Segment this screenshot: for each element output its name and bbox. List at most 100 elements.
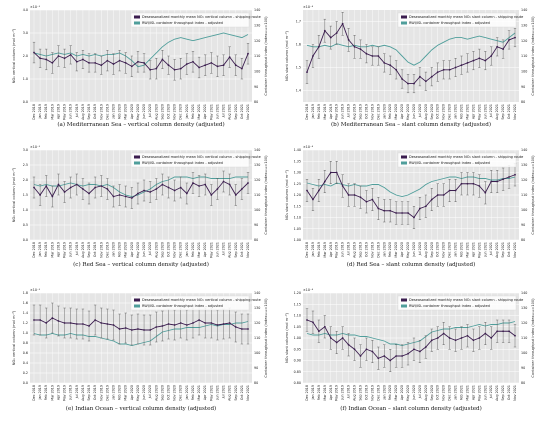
x-tick-label: Mar 2020	[394, 385, 398, 401]
x-tick-label: Jun 2021	[215, 385, 219, 401]
no2-data-point	[419, 75, 421, 78]
y-tick-label: 1.0	[23, 77, 28, 81]
y-tick-label: 1.2	[23, 321, 28, 325]
series-layer	[32, 170, 250, 209]
x-tick-label: Jan 2019	[38, 242, 42, 258]
x-tick-label: Nov 2021	[246, 385, 250, 401]
no2-data-point	[383, 62, 386, 64]
no2-data-point	[57, 183, 60, 186]
no2-data-point	[508, 330, 510, 333]
y-tick-label: 1.4	[296, 89, 301, 93]
no2-data-point	[430, 198, 433, 201]
no2-data-point	[335, 171, 338, 174]
no2-data-point	[192, 182, 194, 184]
no2-data-point	[484, 59, 487, 62]
legend-box	[397, 295, 517, 311]
x-tick-label: May 2020	[406, 104, 410, 120]
x-tick-label: Jun 2019	[69, 385, 73, 401]
y-tick-label: 1.4	[23, 311, 28, 315]
x-tick-label: Dec 2020	[448, 104, 452, 120]
no2-data-point	[112, 195, 115, 198]
y2-tick-label: 120	[521, 39, 527, 43]
chart-panel-5: 0.80 0.85 0.90 0.95 1.00 1.05 1.10 1.15 1.20 80 90…	[285, 288, 535, 412]
no2-data-point	[359, 196, 362, 199]
y-axis-label: NO₂ slant column (mol m⁻²)	[285, 312, 289, 362]
legend-label-container: RWI/ISL container throughput index - adj…	[142, 304, 223, 308]
no2-data-point	[383, 209, 386, 212]
no2-data-point	[407, 352, 409, 355]
x-tick-label: Mar 2021	[465, 242, 469, 258]
no2-data-point	[234, 194, 237, 196]
no2-data-point	[460, 64, 463, 67]
series-layer	[305, 12, 517, 94]
x-tick-label: Jan 2021	[454, 242, 458, 258]
no2-data-point	[179, 186, 182, 189]
x-tick-label: Dec 2019	[376, 385, 380, 401]
no2-data-point	[508, 39, 510, 41]
x-tick-label: Sep 2021	[501, 104, 505, 120]
no2-data-point	[478, 337, 481, 339]
x-tick-label: May 2021	[477, 104, 481, 120]
x-tick-label: Jun 2021	[483, 385, 487, 401]
x-tick-label: Dec 2020	[179, 385, 183, 401]
y-axis-label: NO₂ vertical column (mol m⁻²)	[12, 310, 16, 365]
x-tick-label: Feb 2021	[460, 385, 464, 400]
no2-data-point	[454, 339, 457, 342]
x-tick-label: Aug 2020	[154, 104, 158, 120]
no2-data-point	[430, 339, 433, 342]
x-tick-label: May 2020	[136, 104, 140, 120]
no2-series-line	[33, 52, 249, 71]
y-tick-label: 3.0	[23, 148, 28, 152]
no2-data-point	[401, 212, 403, 214]
x-tick-label: Aug 2020	[424, 385, 428, 401]
x-tick-label: Apr 2020	[130, 385, 134, 400]
no2-data-point	[192, 322, 194, 324]
x-tick-label: May 2021	[477, 385, 481, 401]
no2-data-point	[100, 185, 103, 187]
chart-panel-4: 0.0 0.2 0.4 0.6 0.8 1.0 1.2 1.4 1.6 1.8 80 90 100 110…	[12, 288, 268, 412]
no2-data-point	[222, 64, 225, 67]
no2-data-point	[395, 68, 398, 71]
y-axis-label: NO₂ vertical column (mol m⁻²)	[12, 28, 16, 83]
legend-label-no2: Deseasonalized monthly mean NO₂ vertical…	[142, 298, 261, 302]
legend-swatch-container	[401, 21, 407, 25]
no2-data-point	[514, 36, 516, 39]
x-tick-label: Jul 2020	[148, 385, 152, 399]
x-tick-label: Oct 2021	[507, 104, 511, 119]
x-tick-label: Aug 2021	[228, 242, 232, 258]
x-tick-label: Feb 2020	[388, 104, 392, 119]
y2-tick-label: 140	[521, 291, 527, 295]
x-tick-label: Jan 2019	[38, 385, 42, 401]
x-tick-label: Mar 2019	[323, 242, 327, 258]
legend-swatch-no2	[134, 298, 140, 302]
x-tick-label: Jan 2019	[38, 104, 42, 120]
no2-data-point	[466, 334, 469, 337]
y2-tick-label: 120	[521, 321, 527, 325]
no2-data-point	[106, 188, 109, 190]
no2-data-point	[82, 188, 84, 190]
no2-data-point	[155, 188, 158, 190]
x-tick-label: Oct 2019	[364, 385, 368, 400]
no2-data-point	[436, 337, 439, 339]
y-tick-label: 1.0	[23, 208, 28, 212]
no2-data-point	[496, 45, 499, 48]
no2-data-point	[389, 359, 392, 362]
no2-data-point	[94, 62, 97, 64]
x-tick-label: Apr 2020	[400, 385, 404, 400]
no2-data-point	[496, 180, 499, 183]
y2-tick-label: 110	[521, 336, 527, 340]
y-tick-label: 0.2	[23, 371, 28, 375]
legend-label-container: RWI/ISL container throughput index - adj…	[142, 21, 223, 25]
no2-data-point	[323, 180, 326, 183]
no2-data-point	[222, 323, 225, 325]
y2-tick-label: 80	[254, 381, 258, 385]
legend-swatch-container	[134, 161, 140, 165]
y-tick-label: 1.25	[294, 182, 301, 186]
y-tick-label: 4.0	[23, 8, 28, 12]
no2-data-point	[401, 78, 403, 80]
no2-data-point	[51, 317, 54, 319]
x-tick-label: Feb 2021	[460, 104, 464, 119]
x-tick-label: Dec 2020	[448, 242, 452, 258]
no2-data-point	[57, 55, 60, 57]
